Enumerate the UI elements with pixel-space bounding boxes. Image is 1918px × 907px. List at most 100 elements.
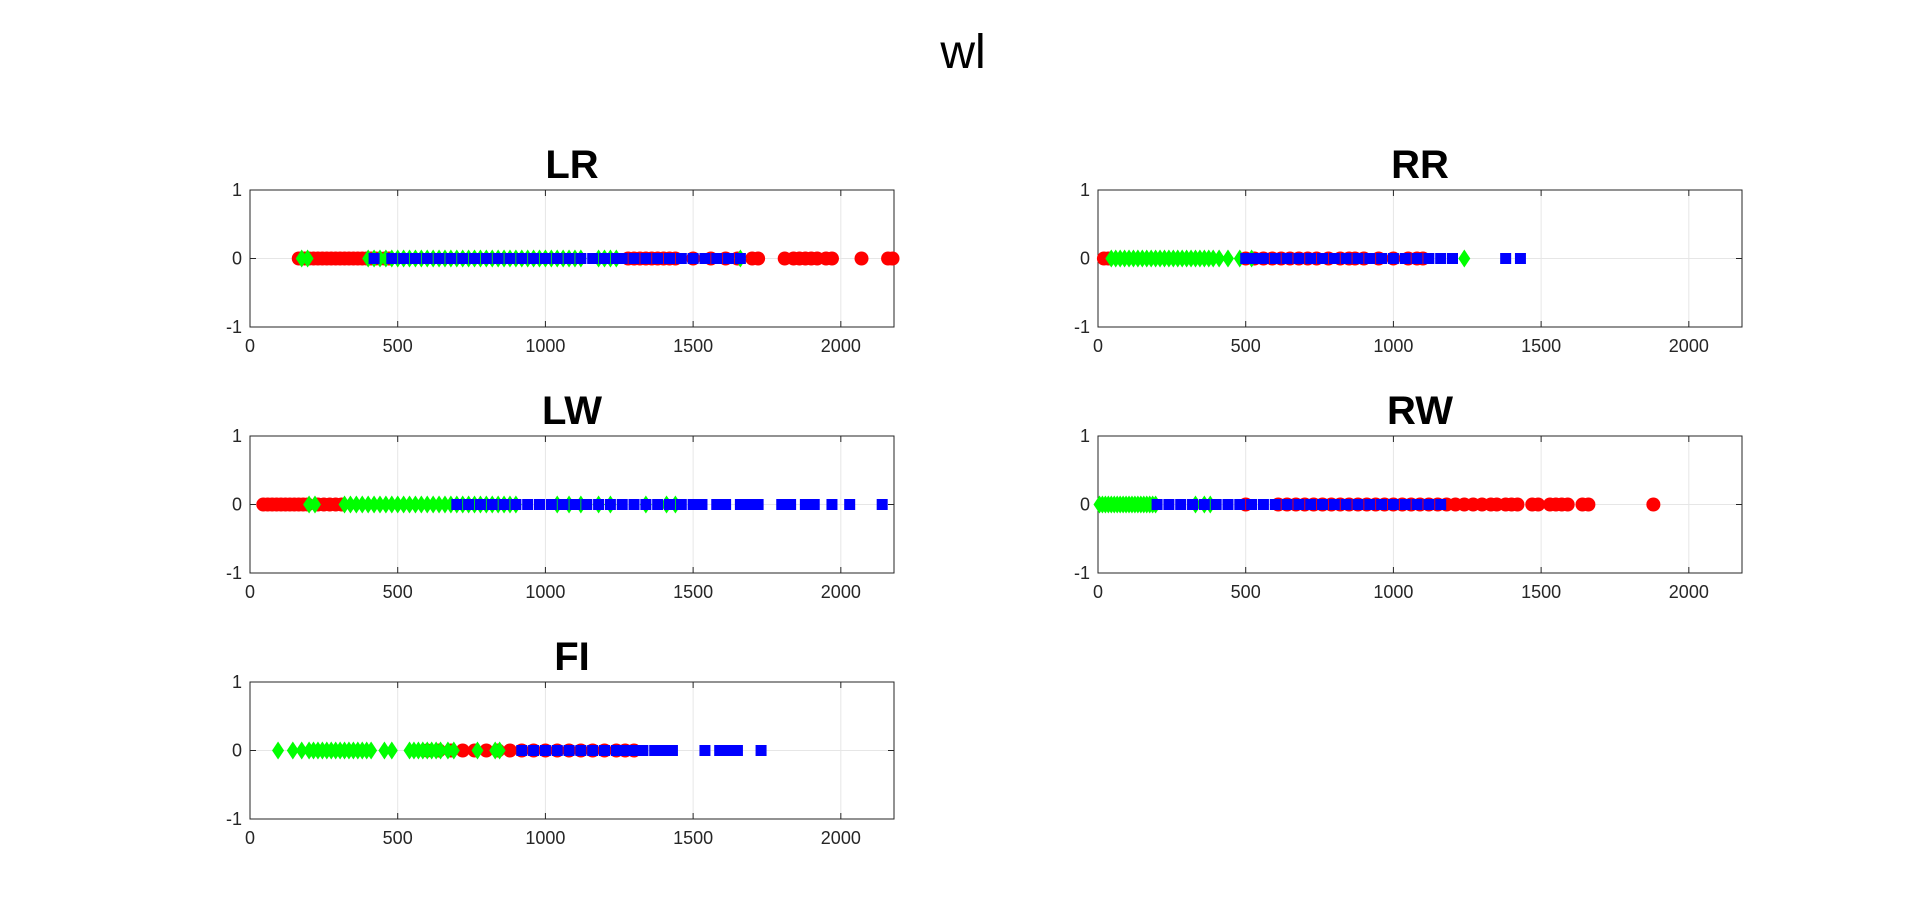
square-marker [604, 499, 616, 510]
square-marker [1411, 253, 1423, 264]
y-tick-label: -1 [1074, 563, 1090, 583]
x-tick-label: 500 [383, 582, 413, 602]
square-marker [587, 745, 599, 756]
square-marker [663, 499, 675, 510]
y-tick-label: -1 [226, 563, 242, 583]
diamond-marker [295, 741, 308, 760]
square-marker [699, 745, 711, 756]
square-marker [1340, 253, 1352, 264]
circle-marker [1560, 497, 1575, 512]
x-tick-label: 0 [1093, 582, 1103, 602]
square-marker [528, 253, 540, 264]
circle-marker [824, 251, 839, 266]
square-marker [480, 253, 492, 264]
square-marker [1222, 499, 1234, 510]
square-marker [433, 253, 445, 264]
series-square [451, 499, 888, 510]
square-marker [743, 499, 755, 510]
square-marker [1340, 499, 1352, 510]
x-tick-label: 1500 [673, 336, 713, 356]
square-marker [492, 253, 504, 264]
subplot-title: LR [545, 143, 598, 187]
square-marker [640, 253, 652, 264]
x-tick-label: 2000 [821, 828, 861, 848]
x-tick-label: 2000 [1669, 582, 1709, 602]
square-marker [723, 745, 735, 756]
square-marker [808, 499, 820, 510]
square-marker [563, 745, 575, 756]
square-marker [551, 253, 563, 264]
square-marker [1317, 253, 1329, 264]
square-marker [637, 745, 649, 756]
y-tick-label: -1 [226, 317, 242, 337]
square-marker [474, 499, 486, 510]
square-marker [1151, 499, 1163, 510]
x-tick-label: 2000 [821, 336, 861, 356]
square-marker [368, 253, 380, 264]
square-marker [699, 253, 711, 264]
square-marker [575, 253, 587, 264]
square-marker [451, 499, 463, 510]
square-marker [504, 253, 516, 264]
square-marker [486, 499, 498, 510]
square-marker [752, 499, 764, 510]
square-marker [1514, 253, 1526, 264]
x-tick-label: 1500 [673, 828, 713, 848]
square-marker [539, 745, 551, 756]
square-marker [563, 253, 575, 264]
diamond-marker [471, 741, 484, 760]
square-marker [522, 499, 534, 510]
square-marker [687, 499, 699, 510]
square-marker [826, 499, 838, 510]
square-marker [1411, 499, 1423, 510]
square-marker [876, 499, 888, 510]
square-marker [1446, 253, 1458, 264]
x-tick-label: 0 [1093, 336, 1103, 356]
square-marker [1423, 253, 1435, 264]
y-tick-label: 1 [232, 672, 242, 692]
y-tick-label: -1 [226, 809, 242, 829]
diamond-marker [493, 741, 506, 760]
square-marker [1234, 499, 1246, 510]
square-marker [1364, 499, 1376, 510]
square-marker [799, 499, 811, 510]
square-marker [1328, 253, 1340, 264]
diamond-marker [378, 741, 391, 760]
square-marker [1293, 253, 1305, 264]
square-marker [581, 499, 593, 510]
square-marker [469, 253, 481, 264]
x-tick-label: 1500 [1521, 336, 1561, 356]
square-marker [1210, 499, 1222, 510]
diamond-marker [301, 249, 314, 268]
square-marker [598, 745, 610, 756]
series-square [516, 745, 767, 756]
circle-marker [479, 743, 494, 758]
square-marker [1352, 499, 1364, 510]
subplot-title: LW [542, 389, 602, 433]
diamond-marker [1221, 249, 1234, 268]
square-marker [1364, 253, 1376, 264]
square-marker [675, 253, 687, 264]
square-marker [844, 499, 856, 510]
x-tick-label: 1000 [525, 582, 565, 602]
y-tick-label: 1 [1080, 180, 1090, 200]
x-tick-label: 500 [1231, 582, 1261, 602]
square-marker [498, 499, 510, 510]
circle-marker [1531, 497, 1546, 512]
x-tick-label: 1000 [1373, 582, 1413, 602]
x-tick-label: 2000 [1669, 336, 1709, 356]
square-marker [1328, 499, 1340, 510]
square-marker [755, 745, 767, 756]
diamond-marker [286, 741, 299, 760]
subplot-title: FI [554, 635, 590, 679]
square-marker [1423, 499, 1435, 510]
circle-marker [502, 743, 517, 758]
square-marker [1249, 253, 1261, 264]
series-square [1151, 499, 1447, 510]
square-marker [463, 499, 475, 510]
square-marker [1305, 499, 1317, 510]
